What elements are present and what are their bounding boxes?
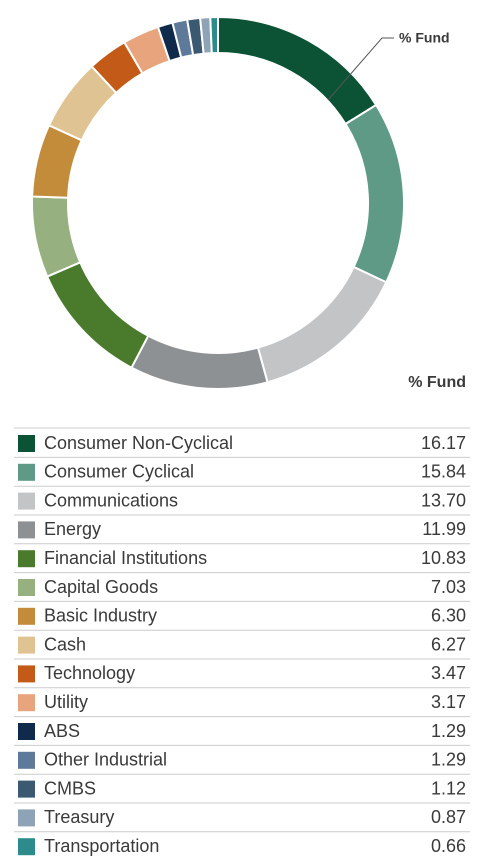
value-label: 11.99: [422, 519, 466, 539]
slice: [45, 260, 150, 370]
legend-label: Cash: [44, 634, 86, 654]
value-label: 6.30: [431, 606, 466, 626]
legend-swatch: [18, 809, 35, 827]
legend-swatch: [18, 463, 35, 481]
legend-swatch: [18, 723, 35, 740]
value-label: 13.70: [421, 490, 466, 510]
legend-label: Energy: [44, 519, 101, 539]
value-label: 1.12: [431, 778, 466, 798]
legend-swatch: [18, 550, 35, 568]
legend-label: Technology: [44, 663, 135, 683]
leader-line: [327, 37, 394, 101]
slice: [344, 103, 405, 284]
value-label: 0.87: [431, 807, 466, 827]
slice: [256, 265, 388, 384]
column-header: % Fund: [408, 374, 466, 391]
value-label: 6.27: [431, 634, 466, 654]
value-label: 1.29: [431, 721, 466, 741]
legend-swatch: [18, 579, 35, 596]
slice: [31, 195, 82, 278]
value-label: 3.17: [431, 692, 466, 712]
value-label: 0.66: [431, 836, 466, 856]
legend-label: Basic Industry: [44, 606, 157, 626]
value-label: 10.83: [421, 548, 466, 568]
legend-label: Consumer Cyclical: [44, 462, 194, 482]
legend-swatch: [18, 435, 35, 452]
legend-label: Financial Institutions: [44, 548, 207, 568]
slice: [209, 15, 219, 55]
legend-swatch: [18, 751, 35, 769]
slice: [130, 334, 269, 390]
legend-swatch: [18, 665, 35, 683]
legend-label: CMBS: [44, 778, 96, 798]
legend-label: Utility: [44, 692, 88, 712]
value-label: 1.29: [431, 750, 466, 770]
legend-swatch: [18, 694, 35, 712]
legend-label: Capital Goods: [44, 577, 158, 597]
legend-swatch: [18, 521, 35, 539]
legend-swatch: [18, 780, 35, 798]
legend-label: Other Industrial: [44, 750, 167, 770]
legend-label: ABS: [44, 721, 80, 741]
legend-swatch: [18, 492, 35, 510]
legend-swatch: [18, 636, 35, 654]
legend-label: Consumer Non-Cyclical: [44, 433, 233, 453]
legend-label: Treasury: [44, 807, 114, 827]
slice: [217, 15, 378, 126]
value-label: 15.84: [421, 462, 466, 482]
value-label: 3.47: [431, 663, 466, 683]
value-label: 16.17: [421, 433, 466, 453]
annotation: % Fund: [399, 30, 450, 46]
legend-label: Transportation: [44, 836, 159, 856]
value-label: 7.03: [431, 577, 466, 597]
legend-swatch: [18, 607, 35, 625]
legend-swatch: [18, 838, 35, 856]
legend-label: Communications: [44, 490, 178, 510]
